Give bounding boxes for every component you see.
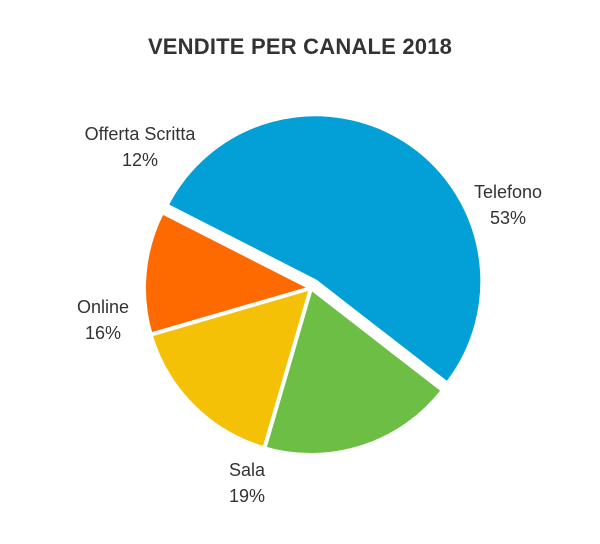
slice-value-offerta-scritta: 12% bbox=[122, 150, 158, 170]
slice-label-offerta-scritta: Offerta Scritta bbox=[85, 124, 197, 144]
pie-slice-telefono bbox=[164, 112, 485, 386]
slice-labels: Telefono 53% Sala 19% Online 16% Offerta Scrit… bbox=[77, 124, 542, 506]
chart-title: VENDITE PER CANALE 2018 bbox=[147, 34, 453, 59]
pie-slice-sala bbox=[262, 286, 445, 457]
slice-label-online: Online bbox=[77, 297, 129, 317]
slice-value-sala: 19% bbox=[229, 486, 265, 506]
slice-value-online: 16% bbox=[85, 323, 121, 343]
pie-slices bbox=[142, 112, 485, 457]
slice-label-sala: Sala bbox=[229, 460, 266, 480]
slice-value-telefono: 53% bbox=[490, 208, 526, 228]
pie-slice-offerta-scritta bbox=[142, 210, 313, 337]
pie-slice-online bbox=[148, 286, 313, 451]
slice-label-telefono: Telefono bbox=[474, 182, 542, 202]
